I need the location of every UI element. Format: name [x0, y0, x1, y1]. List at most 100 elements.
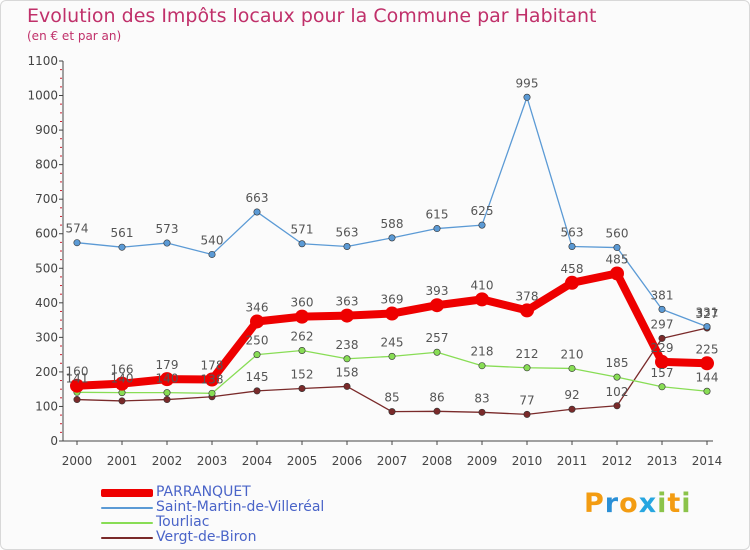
data-label: 229 [651, 341, 674, 355]
x-tick-label: 2004 [242, 454, 273, 468]
data-label: 141 [66, 371, 89, 385]
data-label: 85 [384, 391, 399, 405]
data-point [565, 275, 579, 290]
logo-letter: t [667, 488, 682, 519]
data-point [208, 250, 216, 258]
data-label: 393 [426, 284, 449, 298]
y-tick-label: 300 [35, 330, 58, 344]
data-label: 560 [606, 227, 629, 241]
data-point [655, 354, 669, 369]
data-label: 561 [111, 226, 134, 240]
data-point [433, 407, 441, 415]
data-point [163, 389, 171, 397]
x-tick-label: 2010 [512, 454, 543, 468]
data-point [205, 372, 219, 387]
x-tick-label: 2008 [422, 454, 453, 468]
data-label: 185 [606, 356, 629, 370]
data-point [478, 408, 486, 416]
x-tick-label: 2013 [647, 454, 678, 468]
data-label: 381 [651, 288, 674, 302]
data-point [340, 308, 354, 323]
data-point [250, 314, 264, 329]
data-label: 152 [291, 367, 314, 381]
data-label: 102 [606, 385, 629, 399]
data-point [568, 243, 576, 251]
x-tick-label: 2003 [197, 454, 228, 468]
legend-swatch [101, 536, 153, 539]
data-label: 588 [381, 217, 404, 231]
data-point [163, 239, 171, 247]
legend-label: Vergt-de-Biron [156, 529, 257, 545]
data-label: 140 [111, 372, 134, 386]
legend-swatch [101, 521, 153, 524]
y-tick-label: 600 [35, 227, 58, 241]
data-point [523, 364, 531, 372]
data-label: 995 [516, 76, 539, 90]
data-point [385, 306, 399, 321]
data-point [478, 362, 486, 370]
data-label: 158 [336, 365, 359, 379]
data-label: 410 [471, 278, 494, 292]
data-point [613, 373, 621, 381]
data-point [73, 239, 81, 247]
logo-letter: r [604, 488, 620, 519]
x-tick-label: 2000 [62, 454, 93, 468]
data-label: 378 [516, 289, 539, 303]
legend-swatch [101, 506, 153, 509]
data-label: 238 [336, 338, 359, 352]
data-point [70, 378, 84, 393]
y-tick-label: 800 [35, 158, 58, 172]
data-label: 363 [336, 295, 359, 309]
data-label: 77 [519, 393, 534, 407]
data-point [298, 240, 306, 248]
data-label: 250 [246, 334, 269, 348]
data-label: 178 [201, 359, 224, 373]
y-tick-label: 1100 [27, 54, 58, 68]
data-point [523, 93, 531, 101]
data-label: 218 [471, 345, 494, 359]
data-label: 573 [156, 222, 179, 236]
data-point [163, 396, 171, 404]
data-label: 663 [246, 191, 269, 205]
data-label: 297 [651, 317, 674, 331]
data-point [520, 303, 534, 318]
data-point [703, 387, 711, 395]
data-point [208, 389, 216, 397]
data-point [568, 364, 576, 372]
data-point [343, 355, 351, 363]
data-label: 138 [201, 372, 224, 386]
data-label: 571 [291, 223, 314, 237]
data-label: 160 [66, 365, 89, 379]
data-point [430, 298, 444, 313]
y-tick-label: 1000 [27, 89, 58, 103]
y-tick-label: 200 [35, 365, 58, 379]
data-point [253, 387, 261, 395]
data-point [658, 383, 666, 391]
data-label: 485 [606, 252, 629, 266]
data-point [388, 234, 396, 242]
data-point [388, 408, 396, 416]
data-point [295, 309, 309, 324]
data-point [73, 396, 81, 404]
y-tick-label: 900 [35, 123, 58, 137]
data-label: 563 [336, 226, 359, 240]
legend-label: Saint-Martin-de-Villeréal [156, 499, 325, 515]
x-tick-label: 2007 [377, 454, 408, 468]
data-point [160, 372, 174, 387]
data-point [658, 305, 666, 313]
data-point [433, 225, 441, 233]
data-point [118, 243, 126, 251]
y-tick-label: 500 [35, 261, 58, 275]
data-point [253, 351, 261, 359]
data-point [700, 356, 714, 371]
legend-swatch [101, 488, 153, 497]
data-point [610, 266, 624, 281]
data-label: 257 [426, 331, 449, 345]
data-label: 86 [429, 390, 444, 404]
data-label: 563 [561, 226, 584, 240]
data-point [115, 376, 129, 391]
data-label: 574 [66, 222, 89, 236]
y-tick-label: 100 [35, 399, 58, 413]
legend-label: PARRANQUET [156, 484, 251, 500]
data-point [658, 334, 666, 342]
